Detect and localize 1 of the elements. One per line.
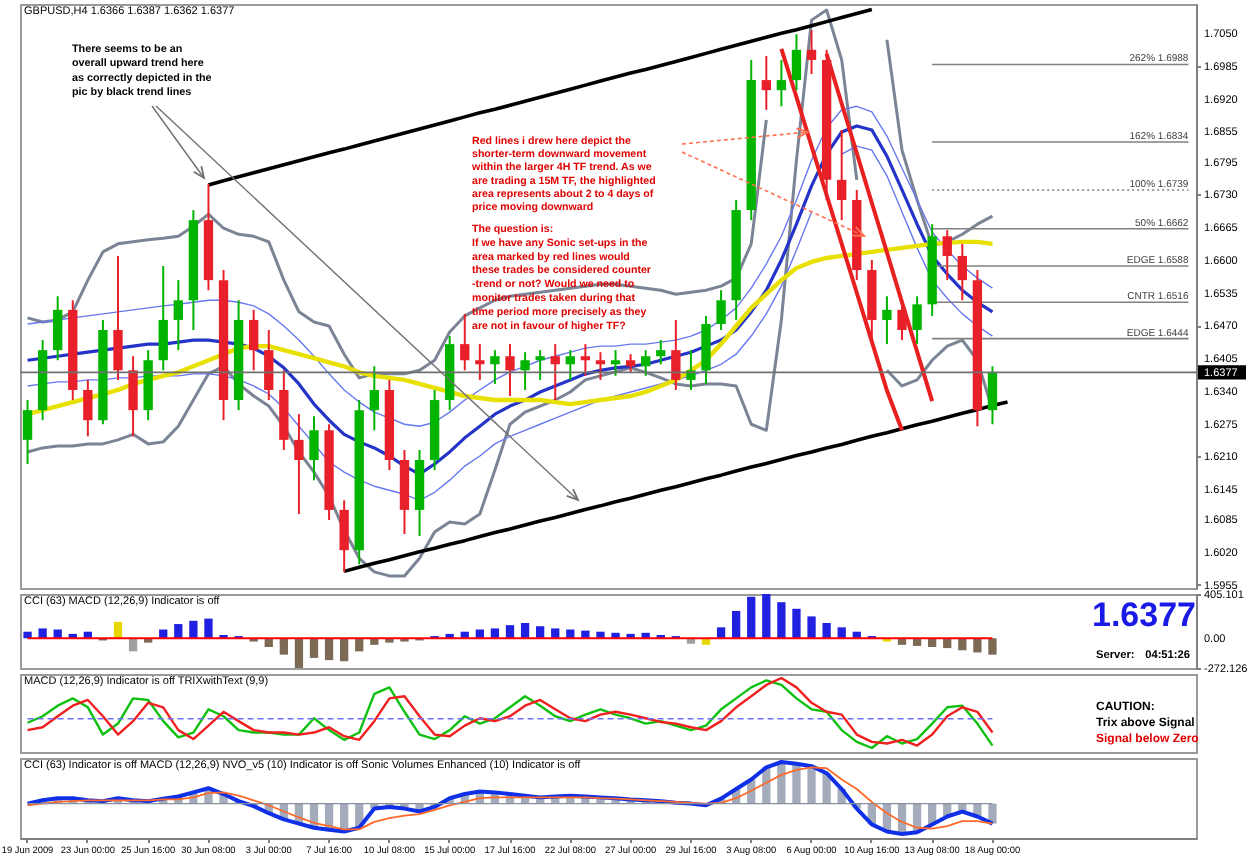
annotation: 1.6377 <box>1092 596 1196 634</box>
